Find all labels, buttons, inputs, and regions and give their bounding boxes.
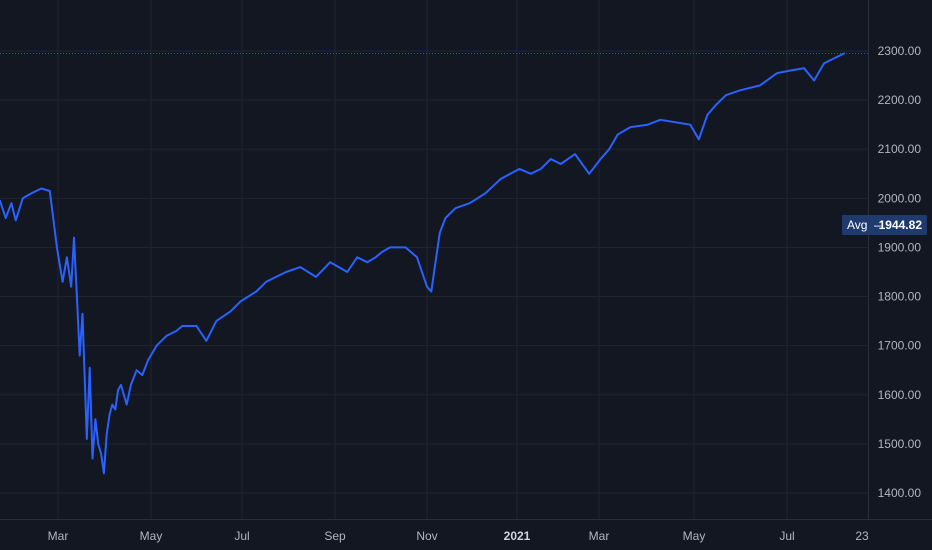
average-label: Avg (847, 218, 867, 232)
y-tick-label: 2000.00 (878, 191, 922, 205)
y-tick-label: 1900.00 (878, 240, 922, 254)
average-badge: Avg – 1944.82 (842, 215, 927, 235)
y-tick-label: 1400.00 (878, 486, 922, 500)
horizontal-grid (0, 50, 868, 494)
y-tick-label: 1800.00 (878, 290, 922, 304)
y-tick-label: 1700.00 (878, 339, 922, 353)
x-tick-label: Mar (589, 529, 610, 543)
y-tick-label: 2200.00 (878, 93, 922, 107)
y-tick-label: 1600.00 (878, 388, 922, 402)
x-tick-label: 2021 (504, 529, 531, 543)
x-tick-label: May (140, 529, 163, 543)
average-badge-bg (842, 215, 927, 235)
average-value: 1944.82 (879, 218, 923, 232)
x-tick-label: May (683, 529, 706, 543)
x-tick-label: Jul (779, 529, 794, 543)
x-axis-labels: Mar May Jul Sep Nov 2021 Mar May Jul 23 (48, 529, 869, 543)
x-tick-label: Nov (416, 529, 437, 543)
y-tick-label: 2100.00 (878, 142, 922, 156)
y-axis-labels: 1400.00 1500.00 1600.00 1700.00 1800.00 1900.… (878, 44, 922, 500)
y-tick-label: 1500.00 (878, 437, 922, 451)
average-separator: – (874, 218, 881, 232)
x-tick-label: Mar (48, 529, 69, 543)
x-tick-label: Sep (324, 529, 346, 543)
y-tick-label: 2300.00 (878, 44, 922, 58)
series-line (0, 52, 845, 475)
x-tick-label: 23 (855, 529, 869, 543)
vertical-grid (57, 0, 788, 519)
x-tick-label: Jul (234, 529, 249, 543)
